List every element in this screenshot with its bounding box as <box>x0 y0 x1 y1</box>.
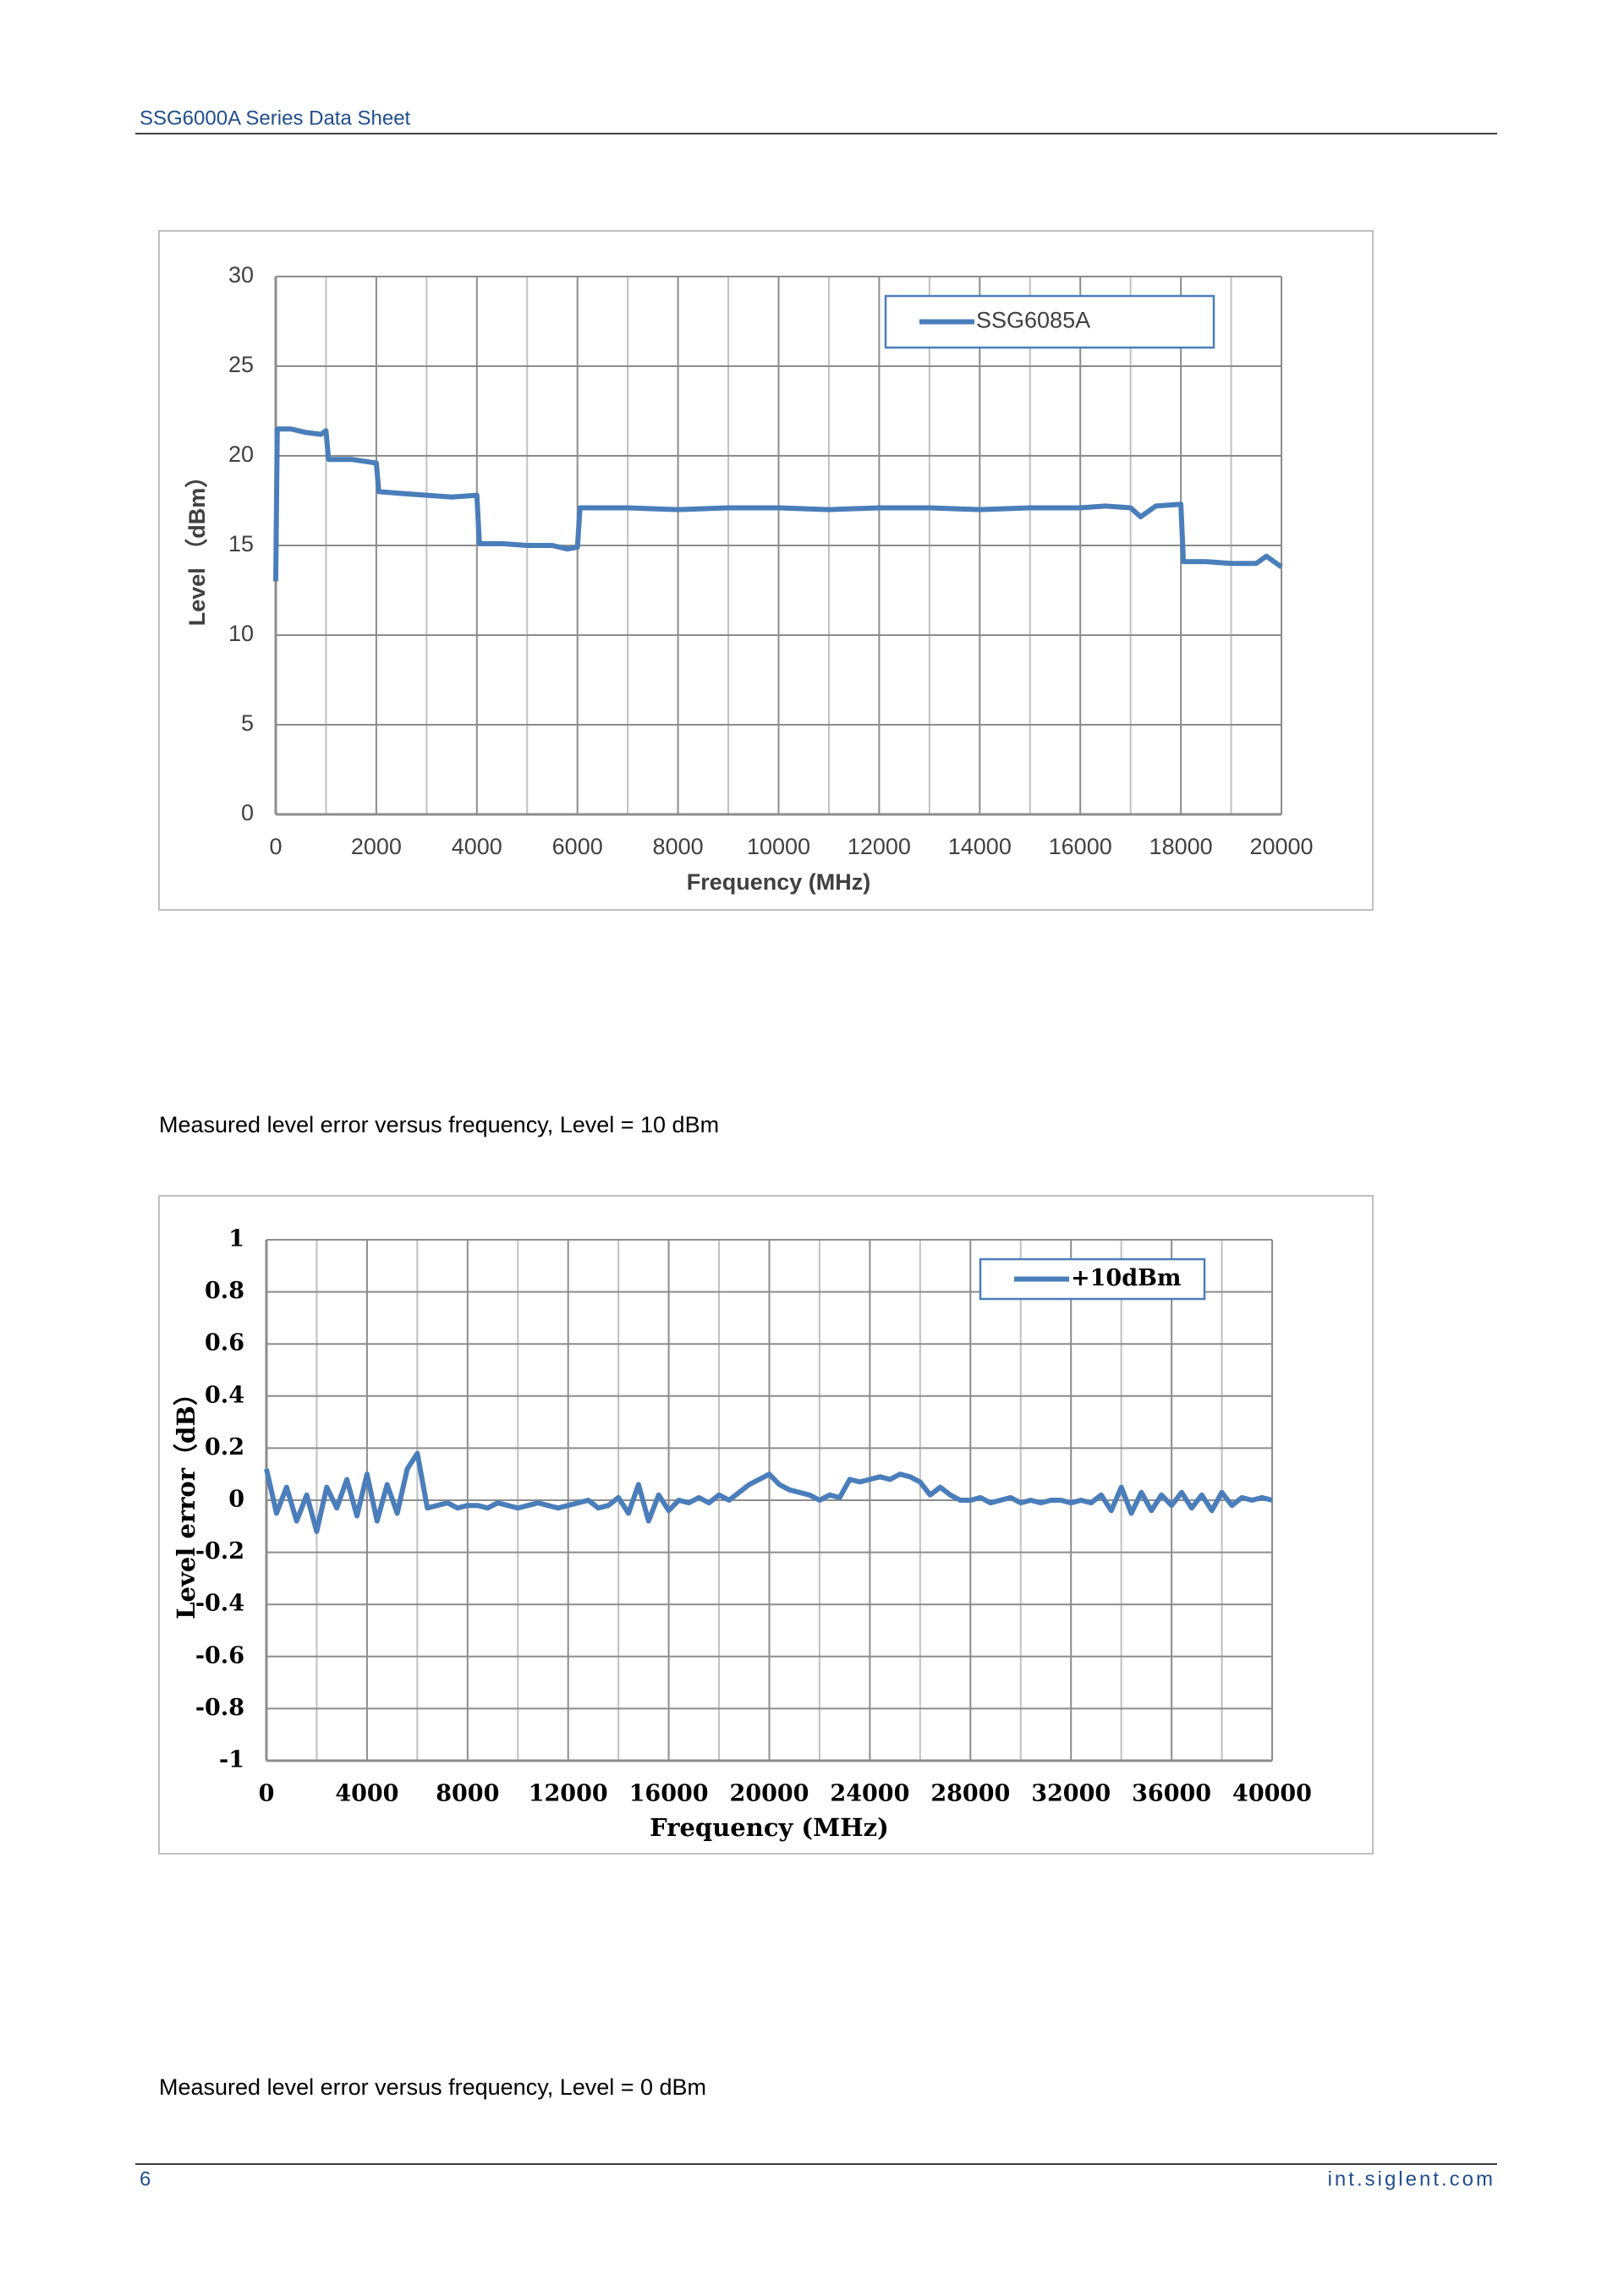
caption: Measured level error versus frequency, L… <box>159 1112 719 1137</box>
x-tick-label: 6000 <box>552 834 603 859</box>
footer-site: int.siglent.com <box>1328 2167 1495 2190</box>
x-axis-label: Frequency (MHz) <box>687 869 871 895</box>
y-axis-label: Level （dBm） <box>184 465 210 627</box>
x-tick-label: 18000 <box>1149 834 1213 859</box>
x-tick-label: 10000 <box>747 834 810 859</box>
x-tick-label: 20000 <box>730 1781 809 1807</box>
y-tick-label: -0.2 <box>195 1538 244 1564</box>
x-tick-label: 40000 <box>1232 1781 1312 1807</box>
x-tick-label: 0 <box>259 1781 275 1807</box>
chart-frame <box>158 1195 1374 1855</box>
y-tick-label: -1 <box>219 1747 244 1773</box>
y-tick-label: -0.4 <box>195 1591 244 1617</box>
y-tick-label: 0.6 <box>205 1330 244 1356</box>
x-tick-label: 0 <box>269 834 282 859</box>
y-tick-label: 0.2 <box>205 1434 244 1460</box>
y-tick-label: 1 <box>228 1226 244 1252</box>
x-tick-label: 12000 <box>529 1781 608 1807</box>
y-tick-label: 30 <box>228 262 254 288</box>
x-tick-label: 16000 <box>1049 834 1112 859</box>
y-tick-label: 0 <box>241 800 254 825</box>
x-tick-label: 16000 <box>629 1781 709 1807</box>
x-tick-label: 8000 <box>653 834 704 859</box>
x-tick-label: 24000 <box>830 1781 909 1807</box>
y-tick-label: 5 <box>241 710 254 736</box>
y-tick-label: 0.4 <box>205 1382 244 1408</box>
y-tick-label: -0.6 <box>195 1642 244 1669</box>
y-axis-label: Level error（dB） <box>172 1381 200 1619</box>
x-tick-label: 20000 <box>1249 834 1313 859</box>
y-tick-label: 25 <box>228 352 254 377</box>
x-tick-label: 8000 <box>436 1781 499 1807</box>
data-line <box>273 426 1283 582</box>
x-tick-label: 12000 <box>848 834 911 859</box>
y-tick-label: -0.8 <box>195 1695 244 1721</box>
x-tick-label: 4000 <box>452 834 502 859</box>
data-line <box>264 1450 1273 1534</box>
y-tick-label: 0 <box>228 1487 244 1513</box>
x-tick-label: 32000 <box>1031 1781 1111 1807</box>
x-tick-label: 4000 <box>335 1781 398 1807</box>
y-tick-label: 10 <box>228 621 254 646</box>
x-tick-label: 14000 <box>948 834 1012 859</box>
x-tick-label: 36000 <box>1132 1781 1211 1807</box>
y-tick-label: 15 <box>228 531 254 556</box>
legend-label: SSG6085A <box>976 308 1090 333</box>
x-axis-label: Frequency (MHz) <box>650 1813 889 1842</box>
page-number: 6 <box>140 2167 151 2190</box>
header-title: SSG6000A Series Data Sheet <box>140 107 411 129</box>
legend-label: +10dBm <box>1071 1265 1181 1291</box>
caption: Measured level error versus frequency, L… <box>159 2074 706 2100</box>
x-tick-label: 2000 <box>351 834 402 859</box>
y-tick-label: 0.8 <box>205 1278 244 1304</box>
x-tick-label: 28000 <box>930 1781 1010 1807</box>
y-tick-label: 20 <box>228 441 254 467</box>
